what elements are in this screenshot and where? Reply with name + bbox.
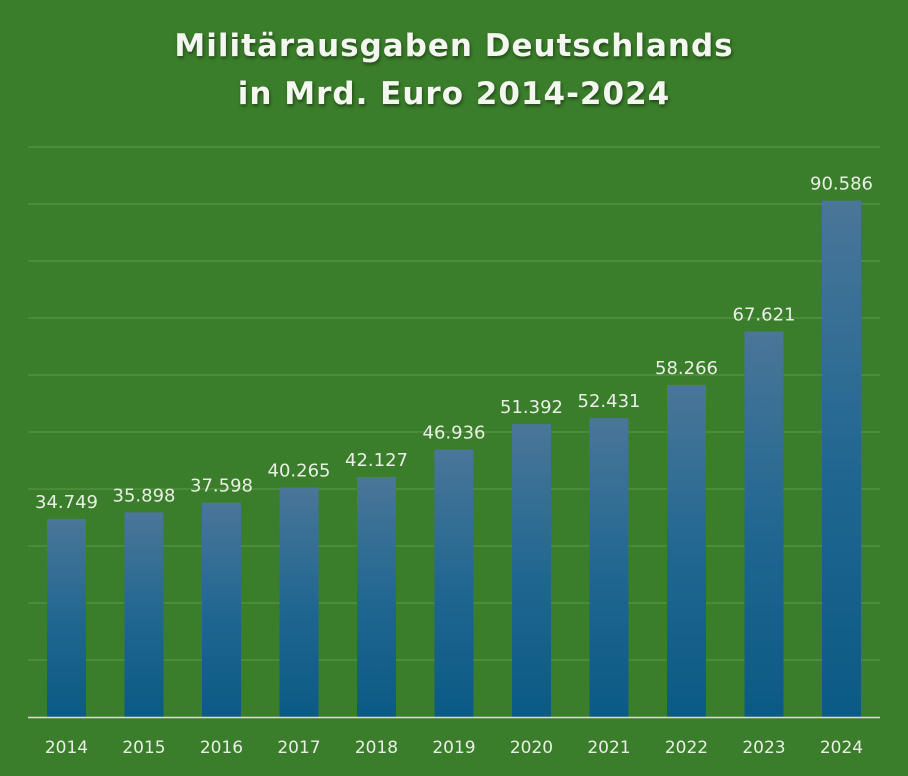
value-label-2014: 34.749 bbox=[35, 492, 98, 513]
value-label-2023: 67.621 bbox=[733, 305, 796, 326]
tick-label-2020: 2020 bbox=[510, 738, 553, 758]
tick-label-2024: 2024 bbox=[820, 738, 863, 758]
value-label-2015: 35.898 bbox=[113, 485, 176, 506]
tick-label-2014: 2014 bbox=[45, 738, 88, 758]
bar-2015 bbox=[124, 512, 164, 717]
value-label-2021: 52.431 bbox=[578, 391, 641, 412]
value-labels: 34.749 35.898 37.598 40.265 42.127 46.936 51.3… bbox=[35, 174, 873, 513]
value-label-2020: 51.392 bbox=[500, 397, 563, 418]
value-label-2017: 40.265 bbox=[268, 460, 331, 481]
bar-2017 bbox=[279, 487, 319, 717]
value-label-2019: 46.936 bbox=[423, 422, 486, 443]
tick-label-2016: 2016 bbox=[200, 738, 243, 758]
tick-label-2023: 2023 bbox=[742, 738, 785, 758]
bar-2019 bbox=[434, 449, 474, 717]
value-label-2018: 42.127 bbox=[345, 450, 408, 471]
bar-2018 bbox=[357, 476, 396, 717]
bar-2024 bbox=[822, 200, 861, 718]
chart-title-line-1: Militärausgaben Deutschlands bbox=[174, 28, 734, 64]
tick-label-2017: 2017 bbox=[277, 738, 320, 758]
bar-2016 bbox=[202, 502, 241, 717]
bar-2020 bbox=[512, 424, 551, 717]
bar-2022 bbox=[667, 384, 706, 717]
bars bbox=[47, 200, 861, 718]
value-label-2022: 58.266 bbox=[655, 358, 718, 379]
bar-2014 bbox=[47, 518, 86, 717]
tick-label-2022: 2022 bbox=[665, 738, 708, 758]
bar-2021 bbox=[589, 418, 629, 717]
tick-label-2015: 2015 bbox=[122, 738, 165, 758]
tick-label-2018: 2018 bbox=[355, 738, 398, 758]
bar-2023 bbox=[744, 331, 784, 717]
value-label-2016: 37.598 bbox=[190, 476, 253, 497]
value-label-2024: 90.586 bbox=[810, 174, 873, 195]
x-tick-labels: 2014 2015 2016 2017 2018 2019 2020 2021 2022 2023… bbox=[45, 738, 863, 758]
chart-title-line-2: in Mrd. Euro 2014-2024 bbox=[237, 76, 671, 112]
tick-label-2021: 2021 bbox=[587, 738, 630, 758]
tick-label-2019: 2019 bbox=[432, 738, 475, 758]
chart-title: Militärausgaben Deutschlands in Mrd. Eur… bbox=[0, 22, 908, 118]
